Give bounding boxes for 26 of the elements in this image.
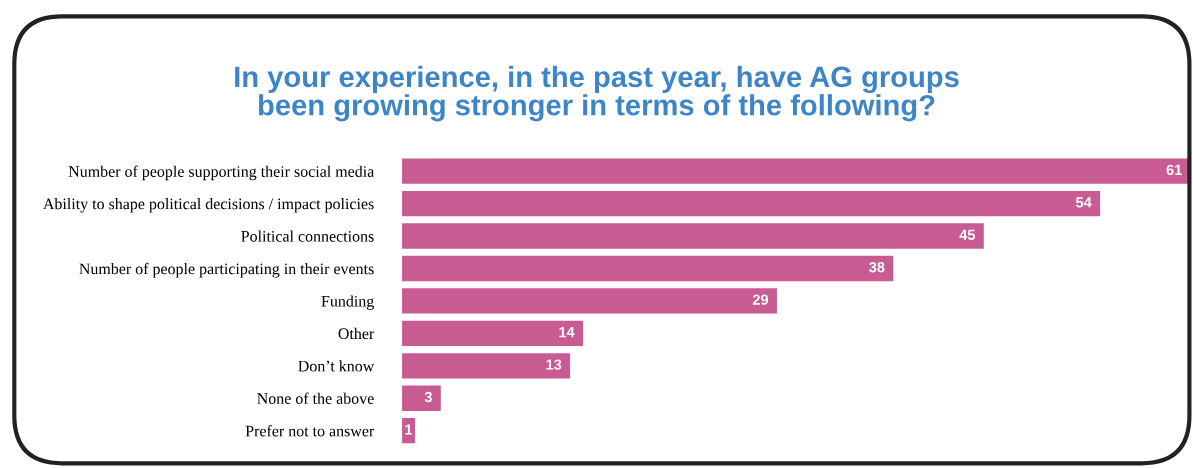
y-tick-label: None of the above	[257, 392, 374, 404]
data-label: 54	[1076, 197, 1092, 208]
bar	[402, 320, 584, 347]
y-tick-label: Prefer not to answer	[245, 425, 375, 437]
y-tick-label: Number of people participating in their events	[79, 262, 374, 278]
bar	[402, 255, 894, 282]
bar	[402, 385, 441, 411]
data-label: 38	[869, 262, 885, 273]
bar	[402, 353, 571, 379]
data-label: 3	[424, 391, 432, 403]
data-label: 1	[405, 424, 413, 435]
y-tick-label: Ability to shape political decisions / impact policies	[43, 198, 374, 213]
y-tick-label: Funding	[321, 295, 374, 310]
data-label: 14	[559, 327, 575, 338]
data-label: 29	[752, 294, 769, 305]
y-tick-label: Don’t know	[298, 360, 375, 372]
data-label: 61	[1166, 164, 1182, 176]
data-label: 13	[546, 359, 562, 370]
data-label: 45	[959, 229, 976, 240]
bar	[402, 288, 777, 314]
y-tick-label: Number of people supporting their social media	[68, 165, 375, 181]
y-tick-label: Other	[338, 327, 375, 340]
bar	[402, 190, 1101, 217]
bar	[402, 223, 984, 249]
chart-title: In your experience, in the past year, have AG groups been growing stronger in terms of the following?	[235, 65, 959, 122]
y-tick-label: Political connections	[241, 230, 374, 242]
